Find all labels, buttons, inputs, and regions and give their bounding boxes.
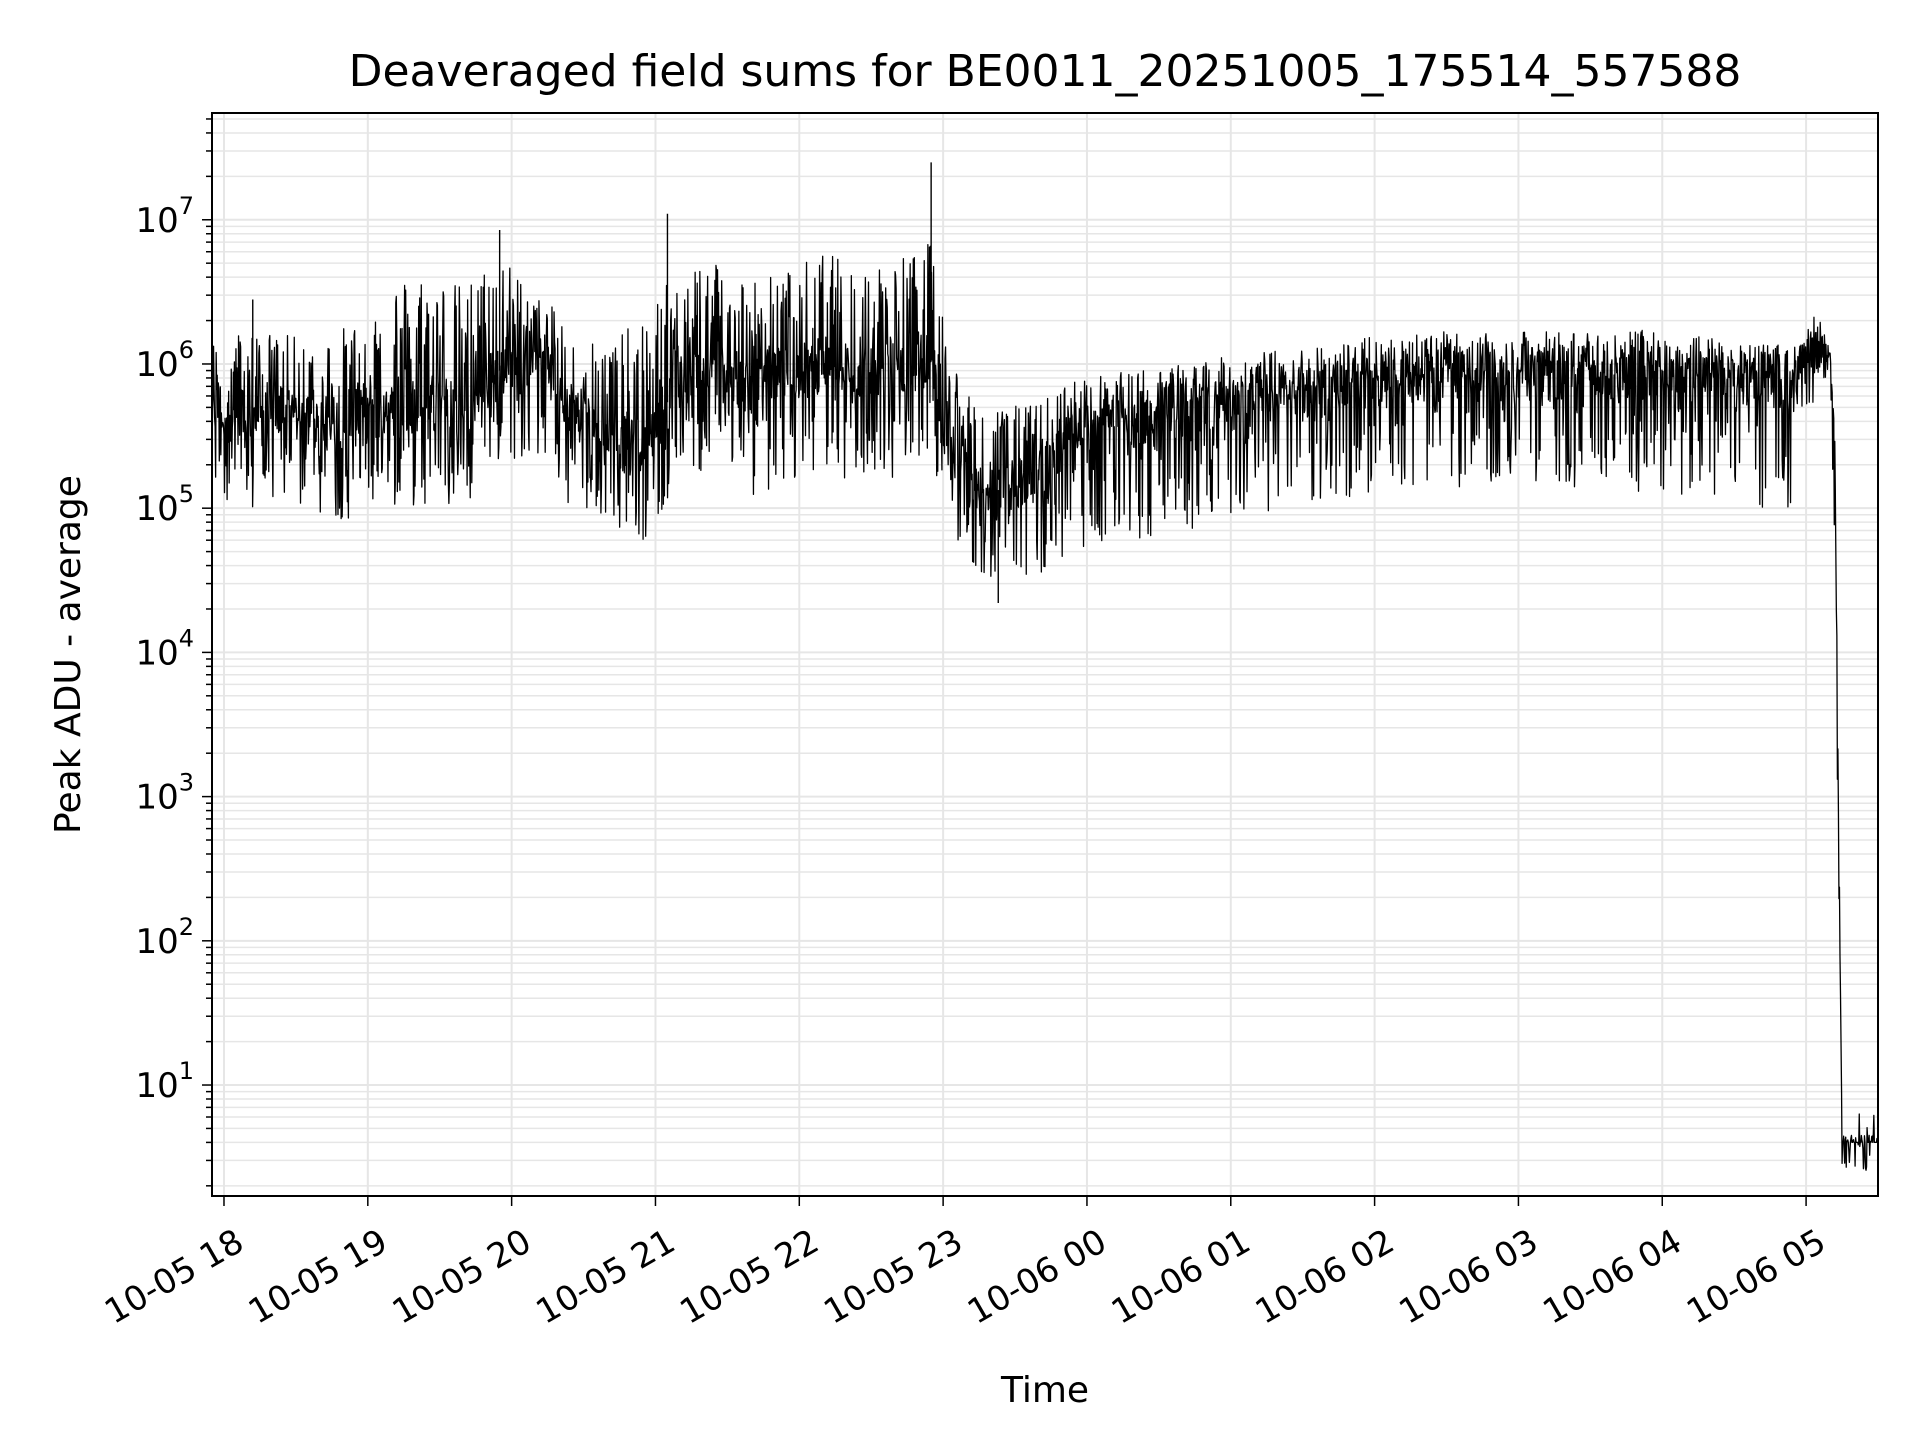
y-tick-label: 102 — [135, 913, 194, 962]
y-tick-label: 104 — [135, 624, 194, 673]
y-tick-label: 101 — [135, 1057, 194, 1106]
y-axis-label: Peak ADU - average — [48, 475, 89, 834]
y-axis: 101 102 103 104 105 106 107 — [135, 118, 212, 1187]
chart-title: Deaveraged field sums for BE0011_2025100… — [349, 46, 1742, 97]
y-tick-label: 103 — [135, 769, 194, 818]
y-tick-label: 105 — [135, 480, 194, 529]
series-group — [211, 162, 1879, 1171]
y-tick-label: 106 — [135, 336, 194, 385]
x-axis-label: Time — [1000, 1370, 1089, 1411]
y-tick-label: 107 — [135, 192, 194, 241]
plot-frame — [211, 112, 1879, 1197]
grid — [212, 113, 1878, 1196]
series-line — [211, 243, 1879, 1171]
